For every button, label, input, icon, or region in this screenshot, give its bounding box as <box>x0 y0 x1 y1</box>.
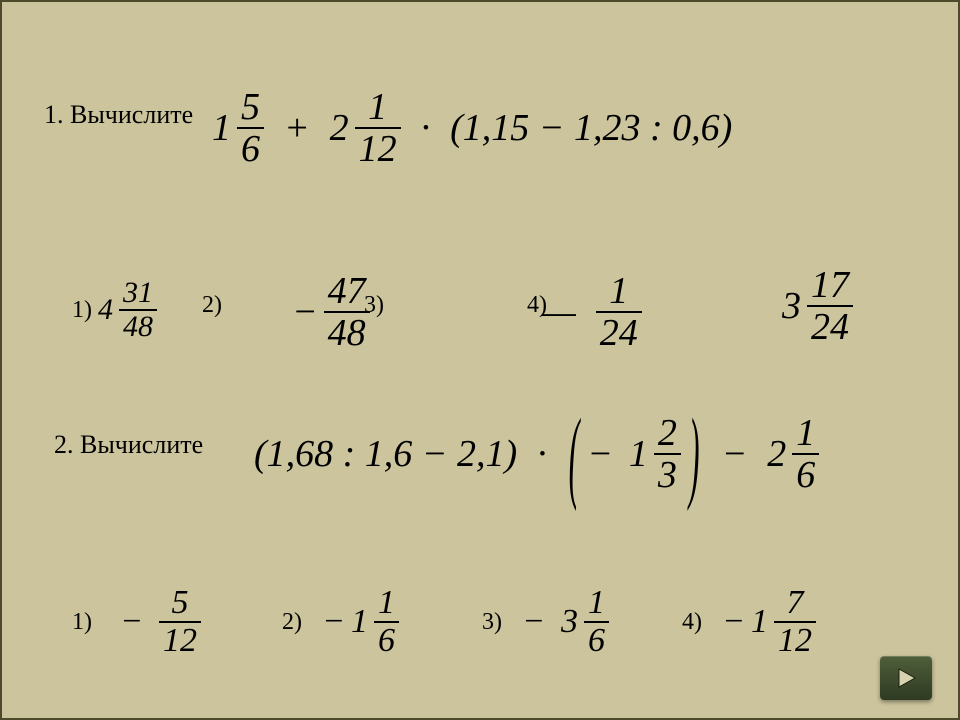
q2-o3-tag: 3) <box>482 609 502 636</box>
q1-o3-num: 1 <box>605 272 632 311</box>
q2-o3-whole: 3 <box>561 603 578 641</box>
q2-o3-frac: 1 6 <box>584 586 609 658</box>
q2-r-whole: 2 <box>767 432 786 476</box>
q1-option-1[interactable]: 1) 4 31 48 <box>72 278 157 342</box>
q2-o2-frac: 1 6 <box>374 586 399 658</box>
q1-paren: (1,15 − 1,23 : 0,6) <box>450 106 732 150</box>
q1-o1-tag: 1) <box>72 297 92 324</box>
q2-r-den: 6 <box>792 453 819 494</box>
q1-o4-den: 24 <box>807 305 853 346</box>
q2-label: 2. Вычислите <box>54 430 203 460</box>
q2-o4-tag: 4) <box>682 609 702 636</box>
q1-plus: + <box>284 106 310 150</box>
q2-option-4[interactable]: 4) − 1 7 12 <box>682 586 816 658</box>
q1-o1-num: 31 <box>119 278 157 309</box>
q2-o1-num: 5 <box>167 586 192 621</box>
q2-r-frac: 1 6 <box>792 414 819 494</box>
q1-o2-tag: 2) <box>202 292 222 319</box>
q2-inner-num: 2 <box>654 414 681 453</box>
q1-m2-den: 12 <box>355 127 401 168</box>
q2-inner-whole: 1 <box>629 432 648 476</box>
q2-o2-num: 1 <box>374 586 399 621</box>
q2-o3-num: 1 <box>584 586 609 621</box>
q1-o2-neg: − <box>292 290 318 334</box>
q2-o3-neg: − <box>522 603 545 641</box>
q2-o1-den: 12 <box>159 621 201 658</box>
slide: 1. Вычислите 1 5 6 + 2 1 12 · (1,15 − 1,… <box>0 0 960 720</box>
q1-m2-whole: 2 <box>330 106 349 150</box>
q2-o2-den: 6 <box>374 621 399 658</box>
q1-o4-whole: 3 <box>782 284 801 328</box>
q1-o4-num: 17 <box>807 266 853 305</box>
q2-o4-frac: 7 12 <box>774 586 816 658</box>
q2-left: (1,68 : 1,6 − 2,1) <box>254 432 517 476</box>
q2-r-num: 1 <box>792 414 819 453</box>
q2-o1-tag: 1) <box>72 609 92 636</box>
q2-o4-neg: − <box>722 603 745 641</box>
q1-o3-den: 24 <box>596 311 642 352</box>
q1-o1-whole: 4 <box>98 293 113 327</box>
q2-inner-frac: 2 3 <box>654 414 681 494</box>
q1-m1-den: 6 <box>237 127 264 168</box>
q2-dot: · <box>537 432 547 476</box>
next-button[interactable] <box>880 656 932 700</box>
q2-o4-whole: 1 <box>751 603 768 641</box>
q2-option-1[interactable]: 1) − 5 12 <box>72 586 201 658</box>
q1-m1-frac: 5 6 <box>237 88 264 168</box>
q2-o2-tag: 2) <box>282 609 302 636</box>
q2-o2-whole: 1 <box>351 603 368 641</box>
triangle-right-icon <box>895 667 917 689</box>
q1-o2-frac: 47 48 <box>324 272 370 352</box>
q2-o3-den: 6 <box>584 621 609 658</box>
q1-m1-num: 5 <box>237 88 264 127</box>
q2-minus: − <box>722 432 748 476</box>
q2-inner-neg: − <box>587 432 613 476</box>
q2-expression: (1,68 : 1,6 − 2,1) · ( − 1 2 3 ) − 2 1 6 <box>254 414 819 494</box>
q1-expression: 1 5 6 + 2 1 12 · (1,15 − 1,23 : 0,6) <box>212 88 732 168</box>
q2-option-2[interactable]: 2) − 1 1 6 <box>282 586 399 658</box>
q1-o4-frac: 17 24 <box>807 266 853 346</box>
q2-o4-den: 12 <box>774 621 816 658</box>
q2-inner-den: 3 <box>654 453 681 494</box>
q1-o3-frac: 1 24 <box>596 272 642 352</box>
q1-label: 1. Вычислите <box>44 100 193 130</box>
q1-o2-den: 48 <box>324 311 370 352</box>
q1-o2-num: 47 <box>324 272 370 311</box>
q1-option-3[interactable]: — 1 24 <box>542 272 642 352</box>
q1-o1-frac: 31 48 <box>119 278 157 342</box>
q2-option-3[interactable]: 3) − 3 1 6 <box>482 586 609 658</box>
q1-option-2[interactable]: − 47 48 <box>292 272 370 352</box>
q1-m2-num: 1 <box>364 88 391 127</box>
q1-o3-dash: — <box>542 290 576 334</box>
q2-o1-neg: − <box>120 603 143 641</box>
q1-o1-den: 48 <box>119 309 157 342</box>
q1-dot: · <box>421 106 431 150</box>
q1-option-4[interactable]: 3 17 24 <box>782 266 853 346</box>
q1-o3-tag-overlap: 3) <box>364 292 384 319</box>
q2-o4-num: 7 <box>782 586 807 621</box>
q1-m1-whole: 1 <box>212 106 231 150</box>
q2-o1-frac: 5 12 <box>159 586 201 658</box>
q1-o4-tag-overlap: 4) <box>527 292 547 319</box>
q2-rparen: ) <box>689 403 700 505</box>
q2-o2-neg: − <box>322 603 345 641</box>
q2-lparen: ( <box>569 403 580 505</box>
q1-m2-frac: 1 12 <box>355 88 401 168</box>
